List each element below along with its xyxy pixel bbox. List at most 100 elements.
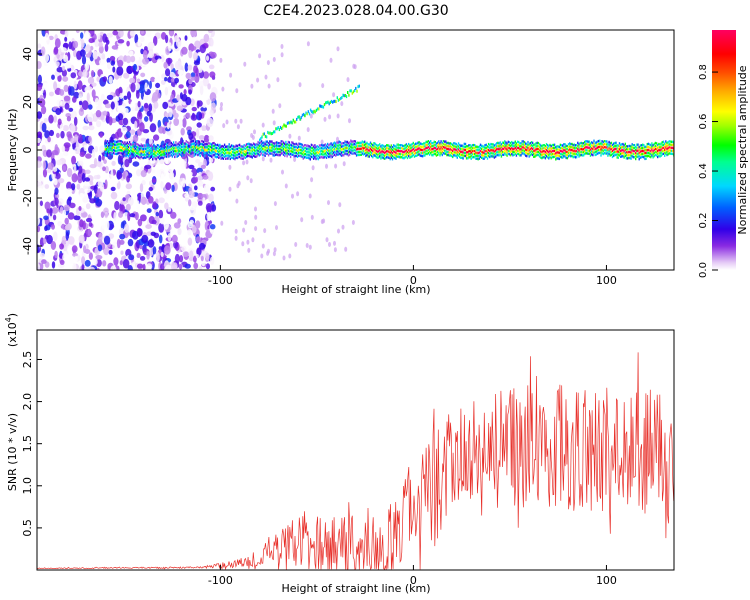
spectrogram-cell [396,146,398,149]
spectrogram-cell [294,120,297,124]
spectrogram-cell [504,143,506,146]
spectrogram-cell [383,145,386,148]
spectrogram-cell [37,230,40,240]
spectrogram-cell [277,147,279,151]
spectrogram-cell [234,235,238,241]
spectrogram-cell [168,155,170,158]
spectrogram-cell [158,234,163,244]
spectrogram-cell [665,146,667,149]
spectrogram-cell [601,152,603,155]
spectrogram-cell [102,110,108,116]
spectrogram-cell [178,141,181,144]
spectrogram-cell [331,146,333,150]
spectrogram-cell [665,140,667,143]
spectrogram-cell [614,153,616,157]
spectrogram-cell [235,144,237,147]
spectrogram-cell [655,154,658,157]
spectrogram-cell [275,225,278,231]
spectrogram-cell [110,139,112,142]
spectrogram-cell [551,143,553,147]
spectrogram-cell [355,151,358,154]
spectrogram-cell [51,150,59,156]
spectrogram-cell [388,156,390,159]
spectrogram-cell [643,153,645,156]
spectrogram-cell [160,150,162,154]
spectrogram-cell [661,141,663,144]
spectrogram-cell [326,142,329,146]
spectrogram-cell [277,141,279,145]
spectrogram-cell [582,154,585,157]
spectrogram-cell [336,136,339,142]
spectrogram-cell [316,151,318,154]
spectrogram-cell [316,145,318,148]
spectrogram-cell [259,147,262,150]
spectrogram-cell [160,180,164,189]
spectrogram-cell [564,152,566,155]
spectrogram-cell [324,143,326,146]
spectrogram-cell [563,155,565,158]
spectrogram-cell [165,155,168,158]
spectrogram-cell [628,147,630,151]
spectrogram-cell [533,149,535,152]
spectrogram-cell [288,144,291,147]
spectrogram-cell [318,144,321,147]
spectrogram-cell [509,145,512,148]
spectrogram-cell [112,145,115,149]
spectrogram-cell [358,147,360,151]
spectrogram-cell [322,218,326,224]
spectrogram-cell [566,153,569,157]
spectrogram-cell [276,127,278,131]
spectrogram-cell [595,141,597,144]
spectrogram-cell [227,151,229,154]
spectrogram-cell [362,153,365,156]
spectrogram-cell [149,123,157,133]
spectrogram-cell [552,155,555,159]
spectrogram-cell [258,53,262,59]
spectrogram-cell [302,157,304,160]
spectrogram-cell [165,68,171,77]
spectrogram-cell [286,155,288,158]
spectrogram-cell [443,140,446,143]
spectrogram-cell [556,151,558,154]
spectrogram-cell [397,155,399,158]
spectrogram-cell [411,149,413,152]
spectrogram-cell [662,140,665,143]
spectrogram-cell [323,144,325,147]
spectrogram-cell [179,92,183,100]
spectrogram-cell [573,152,575,155]
spectrogram-cell [591,147,593,150]
spectrogram-cell [399,150,402,153]
spectrogram-cell [636,149,638,152]
spectrogram-cell [370,142,373,146]
spectrogram-cell [570,143,572,146]
spectrogram-cell [486,157,489,160]
spectrogram-cell [127,211,131,222]
spectrogram-cell [351,152,353,155]
spectrogram-cell [199,85,204,96]
spectrogram-cell [185,112,191,119]
spectrogram-cell [280,44,284,49]
spectrogram-cell [178,153,181,156]
spectrogram-cell [608,140,610,144]
spectrogram-cell [199,151,201,155]
spectrogram-cell [110,186,116,192]
spectrogram-cell [63,144,70,152]
spectrogram-cell [330,148,332,151]
spectrogram-cell [581,145,584,148]
spectrogram-cell [128,147,131,150]
spectrogram-cell [374,148,376,151]
spectrogram-cell [506,145,508,148]
spectrogram-cell [56,132,60,139]
spectrogram-cell [416,154,418,157]
spectrogram-cell [344,246,348,252]
spectrogram-cell [492,146,494,149]
spectrogram-cell [176,38,182,48]
spectrogram-cell [61,65,66,72]
spectrogram-cell [145,150,147,153]
spectrogram-ytick-label: -40 [21,237,34,255]
spectrogram-cell [160,153,162,157]
spectrogram-cell [438,140,440,143]
spectrogram-cell [330,99,333,103]
spectrogram-cell [106,140,109,143]
spectrogram-cell [205,149,207,152]
